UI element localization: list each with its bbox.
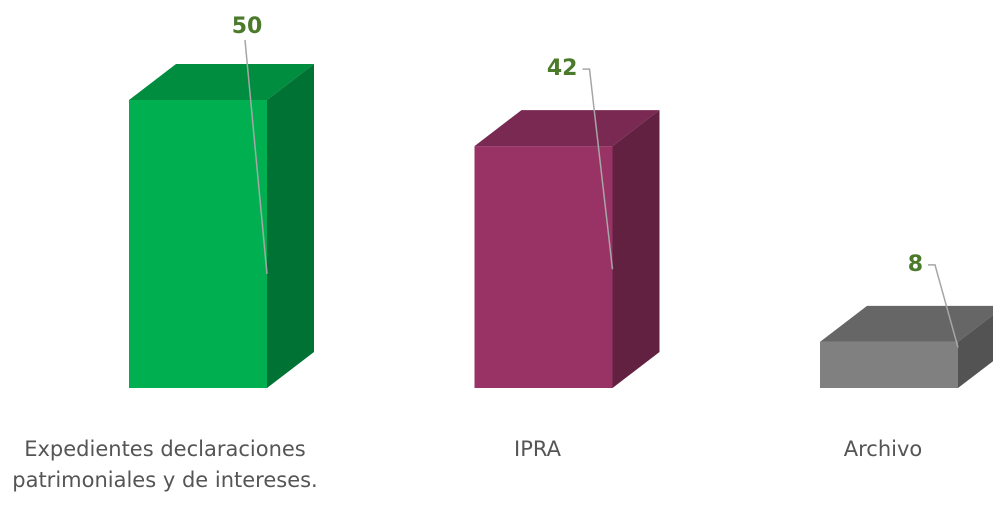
leader-line	[244, 39, 268, 275]
bar-side	[958, 315, 993, 388]
bar	[474, 110, 660, 388]
bar-front	[820, 341, 958, 388]
value-label: 50	[232, 14, 263, 39]
bar-top	[474, 110, 660, 147]
bar-front	[129, 100, 267, 388]
bar-top	[129, 64, 314, 100]
bar-front	[474, 146, 613, 388]
bar-top	[820, 305, 993, 342]
value-label: 42	[547, 56, 578, 81]
x-tick-label: Expedientes declaraciones patrimoniales …	[12, 437, 318, 492]
leader-line	[928, 264, 959, 348]
bar-side	[612, 110, 660, 388]
leader-line	[582, 68, 614, 270]
x-tick-label: Archivo	[843, 437, 923, 461]
bar	[820, 305, 993, 388]
bar	[129, 64, 314, 388]
x-tick-label: IPRA	[514, 437, 561, 461]
bar-side	[267, 64, 314, 388]
value-label: 8	[908, 252, 923, 277]
